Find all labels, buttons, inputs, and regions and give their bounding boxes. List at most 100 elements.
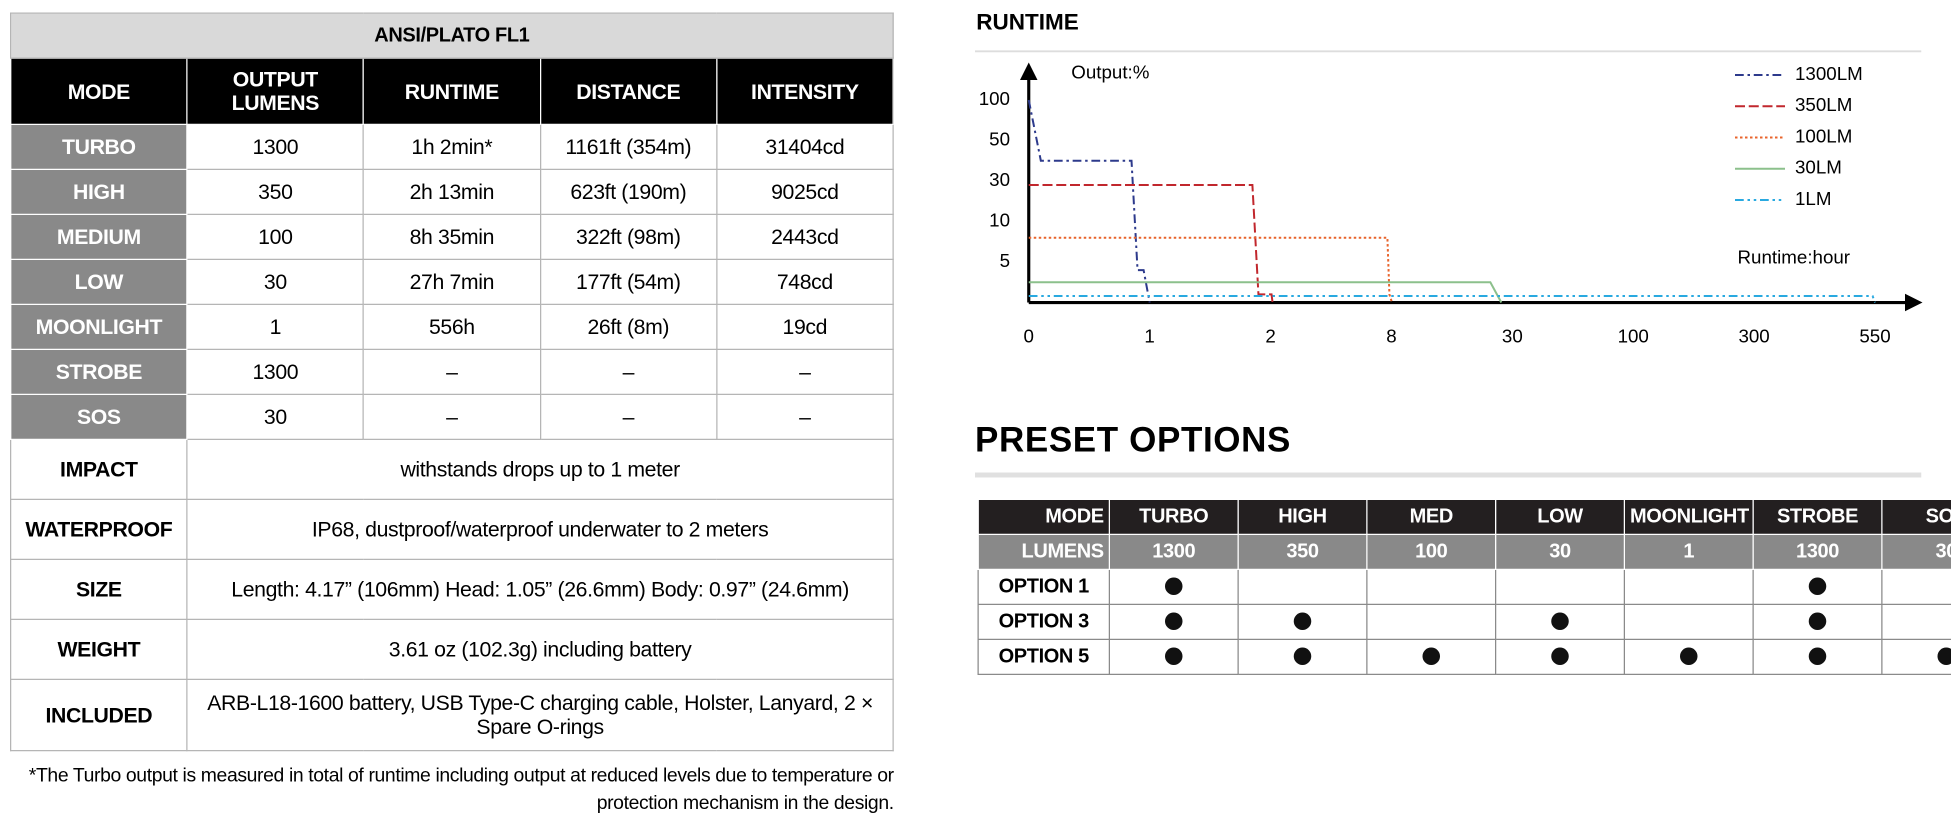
cell — [1495, 603, 1625, 640]
cell — [1881, 568, 1951, 605]
preset-table: MODETURBOHIGHMEDLOWMOONLIGHTSTROBESOSLUM… — [977, 498, 1951, 675]
spec-value: Length: 4.17” (106mm) Head: 1.05” (26.6m… — [186, 558, 894, 620]
cell: – — [715, 393, 894, 440]
mode-label: MOONLIGHT — [9, 303, 188, 350]
option-label: OPTION 3 — [977, 603, 1110, 640]
column-header: LOW — [1495, 498, 1625, 535]
series-line — [1028, 184, 1274, 303]
column-header: MODE — [9, 57, 188, 125]
x-tick-label: 30 — [1502, 325, 1523, 346]
cell — [1881, 603, 1951, 640]
cell: – — [362, 393, 541, 440]
series-line — [1028, 295, 1876, 303]
column-header: STROBE — [1752, 498, 1883, 535]
cell: 31404cd — [715, 123, 894, 170]
cell: 19cd — [715, 303, 894, 350]
x-arrow — [1905, 293, 1923, 312]
cell: 26ft (8m) — [539, 303, 718, 350]
y-tick-label: 5 — [1000, 250, 1010, 271]
selected-dot — [1422, 647, 1440, 666]
x-tick-label: 100 — [1618, 325, 1649, 346]
mode-label: HIGH — [9, 168, 188, 215]
legend-label: 350LM — [1795, 94, 1852, 115]
selected-dot — [1808, 577, 1827, 596]
mode-row: SOS 30– – – — [9, 393, 894, 440]
cell: 30 — [1495, 533, 1625, 570]
spec-row: SIZE Length: 4.17” (106mm) Head: 1.05” (2… — [9, 558, 894, 620]
divider — [975, 472, 1922, 478]
series-line — [1027, 99, 1151, 303]
cell — [1752, 568, 1883, 605]
spec-value: ARB-L18-1600 battery, USB Type-C chargin… — [186, 678, 894, 752]
cell: 1 — [186, 303, 365, 350]
option-label: OPTION 1 — [977, 568, 1110, 605]
column-header: OUTPUT LUMENS — [186, 57, 365, 125]
cell — [1623, 638, 1754, 675]
x-tick-label: 8 — [1386, 325, 1396, 346]
cell: 1h 2min* — [362, 123, 541, 170]
cell: 1161ft (354m) — [539, 123, 718, 170]
cell: 350 — [1237, 533, 1368, 570]
cell: 1300 — [186, 348, 365, 395]
y-tick-label: 10 — [989, 209, 1010, 230]
selected-dot — [1165, 612, 1183, 631]
header-row: MODETURBOHIGHMEDLOWMOONLIGHTSTROBESOS — [977, 498, 1951, 535]
runtime-chart: RUNTIME 5 10 30 50 100 0 1 2 8 30 100 300 550 Output:%… — [975, 10, 1923, 346]
cell — [1881, 638, 1951, 675]
option-label: OPTION 5 — [977, 638, 1110, 675]
cell: – — [715, 348, 894, 395]
column-header: TURBO — [1108, 498, 1239, 535]
column-header: MED — [1366, 498, 1497, 535]
cell — [1108, 603, 1239, 640]
cell: 1300 — [186, 123, 365, 170]
spec-value: IP68, dustproof/waterproof underwater to… — [186, 498, 894, 560]
header-row: MODE OUTPUT LUMENS RUNTIME DISTANCE INTENSIT… — [9, 57, 894, 125]
cell — [1752, 638, 1883, 675]
cell — [1495, 568, 1625, 605]
column-header: RUNTIME — [362, 57, 541, 125]
option-row: OPTION 5 — [977, 638, 1951, 675]
legend-label: 30LM — [1795, 157, 1842, 178]
mode-row: HIGH 350 2h 13min 623ft (190m) 9025cd — [9, 168, 894, 215]
x-tick-label: 0 — [1024, 325, 1034, 346]
cell — [1237, 568, 1368, 605]
spec-label: SIZE — [9, 558, 188, 620]
cell: 350 — [186, 168, 365, 215]
spec-label: IMPACT — [9, 438, 188, 500]
spec-label: WATERPROOF — [9, 498, 188, 560]
title-row: ANSI/PLATO FL1 — [10, 12, 894, 59]
selected-dot — [1293, 647, 1312, 666]
footnote: *The Turbo output is measured in total o… — [28, 765, 894, 814]
mode-label: LOW — [9, 258, 188, 305]
selected-dot — [1551, 612, 1569, 631]
cell: 556h — [362, 303, 541, 350]
spec-label: INCLUDED — [9, 678, 188, 752]
mode-label: MEDIUM — [9, 213, 188, 260]
x-tick-label: 2 — [1265, 325, 1275, 346]
y-tick-label: 100 — [979, 88, 1010, 109]
cell: 322ft (98m) — [539, 213, 718, 260]
cell: 100 — [186, 213, 365, 260]
column-header: SOS — [1881, 498, 1951, 535]
cell: – — [539, 393, 718, 440]
lumens-row: LUMENS1300350100301130030 — [977, 533, 1951, 570]
selected-dot — [1808, 647, 1827, 666]
spec-label: WEIGHT — [9, 618, 188, 680]
y-arrow — [1020, 62, 1038, 80]
x-tick-label: 550 — [1859, 325, 1890, 346]
cell — [1366, 638, 1497, 675]
spec-row: WATERPROOF IP68, dustproof/waterproof und… — [9, 498, 894, 560]
cell: 9025cd — [715, 168, 894, 215]
y-axis-label: Output:% — [1071, 62, 1149, 83]
table-title: ANSI/PLATO FL1 — [10, 12, 894, 59]
series-line — [1028, 281, 1503, 303]
cell — [1108, 638, 1239, 675]
column-header: MODE — [977, 498, 1110, 535]
cell: – — [539, 348, 718, 395]
spec-table: ANSI/PLATO FL1 MODE OUTPUT LUMENS RUNTIME DI… — [9, 12, 894, 752]
cell: 100 — [1366, 533, 1497, 570]
x-tick-label: 300 — [1738, 325, 1769, 346]
x-axis-label: Runtime:hour — [1738, 247, 1851, 268]
cell: 623ft (190m) — [539, 168, 718, 215]
